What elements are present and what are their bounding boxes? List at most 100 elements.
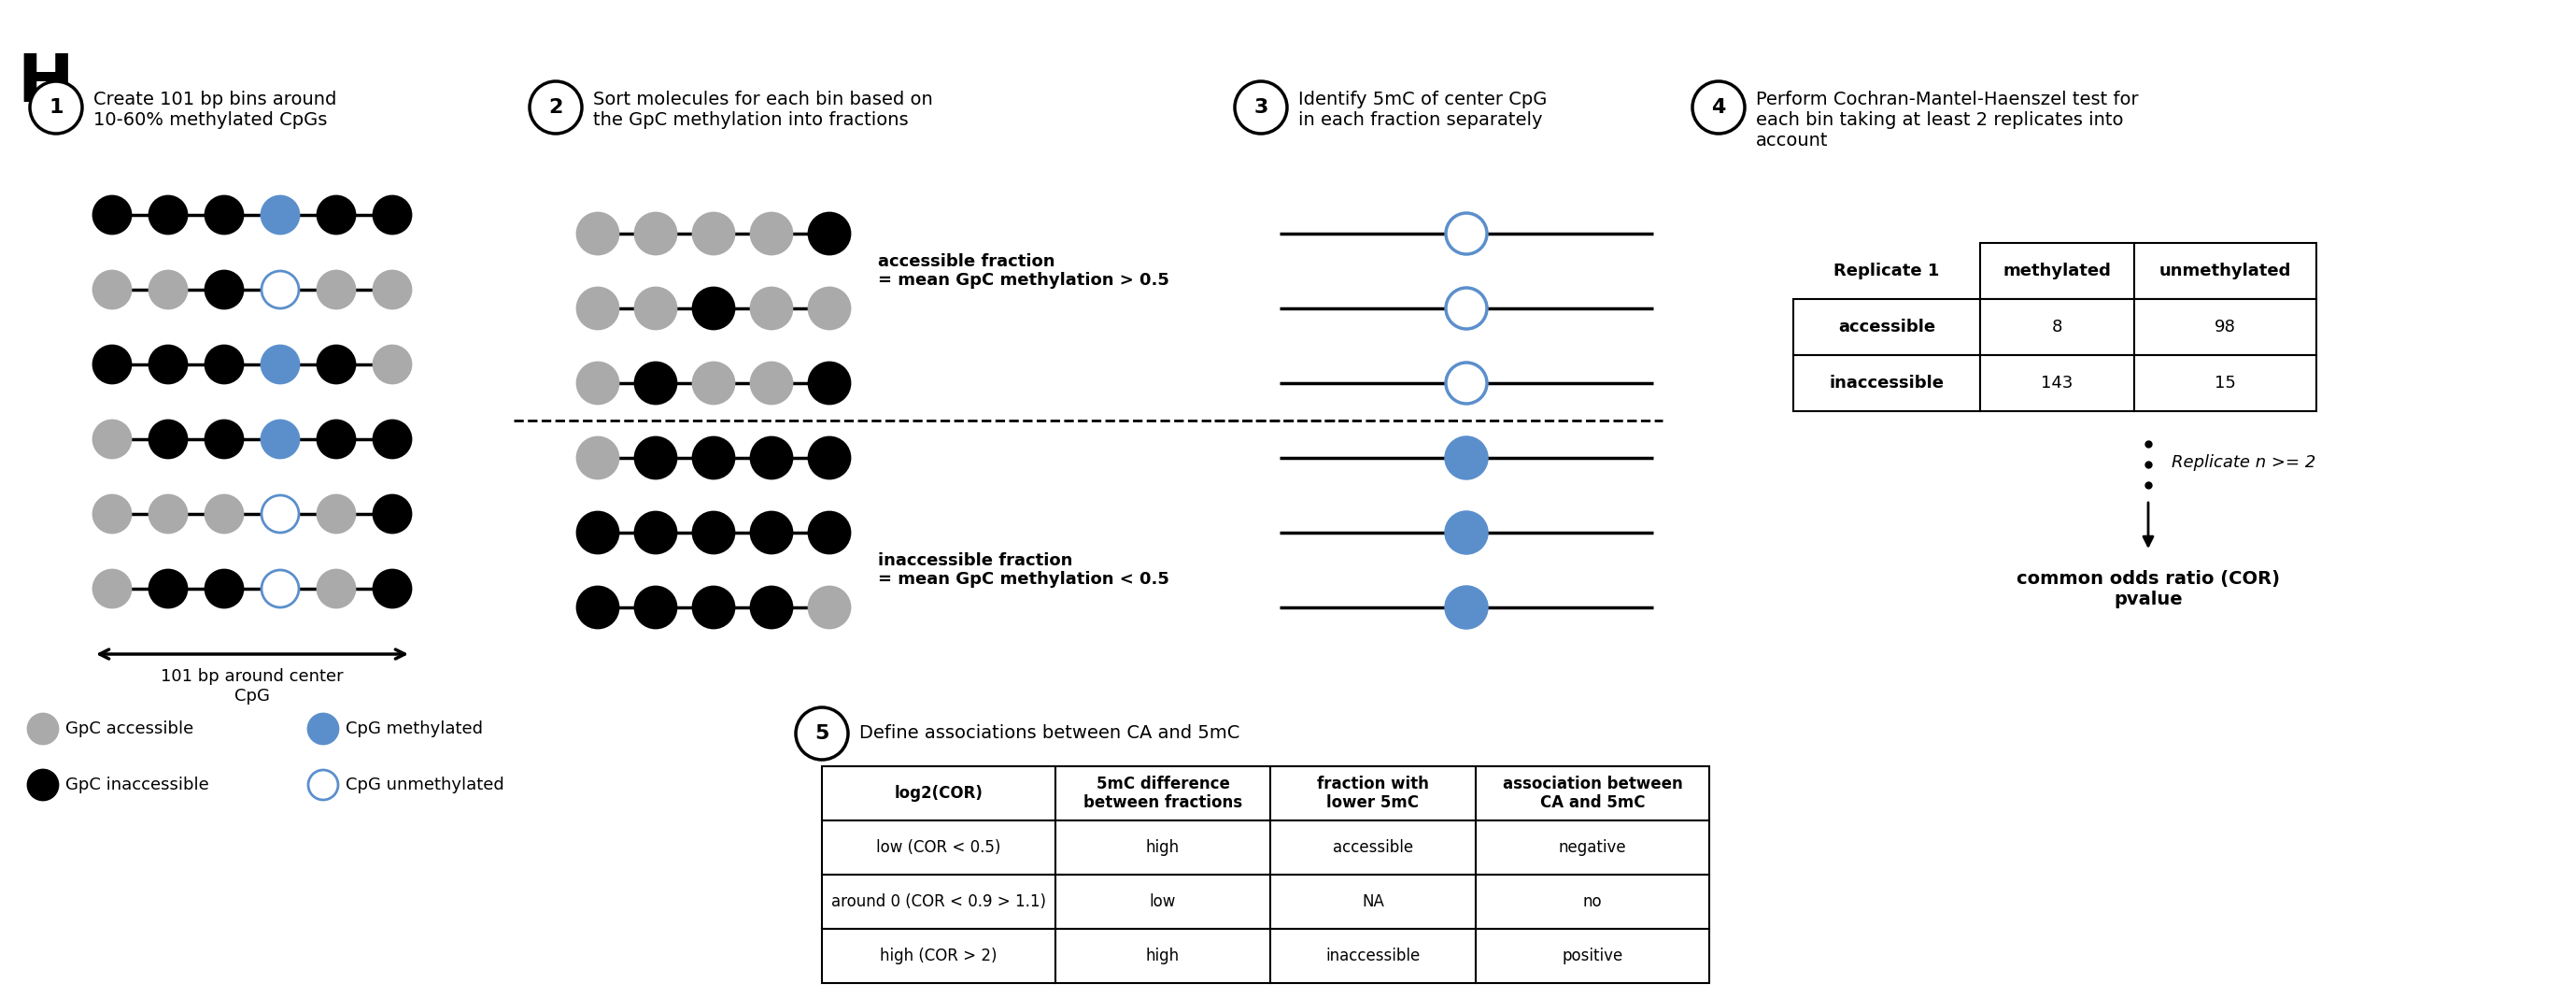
Bar — [1981, 243, 2133, 299]
Circle shape — [693, 287, 734, 329]
Circle shape — [693, 362, 734, 403]
Circle shape — [1445, 213, 1486, 254]
Circle shape — [374, 345, 412, 383]
Text: common odds ratio (COR)
pvalue: common odds ratio (COR) pvalue — [2017, 570, 2280, 609]
Bar — [1056, 929, 1270, 983]
Text: positive: positive — [1561, 947, 1623, 964]
Circle shape — [577, 512, 618, 553]
Circle shape — [93, 570, 131, 608]
Circle shape — [374, 495, 412, 533]
Circle shape — [309, 714, 337, 744]
Circle shape — [28, 770, 57, 799]
Text: Replicate 1: Replicate 1 — [1834, 262, 1940, 279]
Bar — [1270, 929, 1476, 983]
Circle shape — [28, 714, 57, 744]
Text: GpC accessible: GpC accessible — [64, 721, 193, 738]
Circle shape — [149, 570, 188, 608]
Text: log2(COR): log2(COR) — [894, 785, 984, 801]
Circle shape — [796, 708, 848, 759]
Text: GpC inaccessible: GpC inaccessible — [64, 776, 209, 793]
Circle shape — [93, 197, 131, 234]
Circle shape — [263, 271, 299, 308]
Circle shape — [206, 570, 242, 608]
Circle shape — [809, 512, 850, 553]
Circle shape — [693, 437, 734, 478]
Circle shape — [809, 587, 850, 628]
Bar — [1270, 820, 1476, 874]
Circle shape — [693, 213, 734, 254]
Circle shape — [149, 271, 188, 308]
Text: unmethylated: unmethylated — [2159, 262, 2290, 279]
Text: Define associations between CA and 5mC: Define associations between CA and 5mC — [860, 725, 1239, 743]
Text: CpG unmethylated: CpG unmethylated — [345, 776, 505, 793]
Circle shape — [693, 587, 734, 628]
Bar — [1476, 820, 1710, 874]
Circle shape — [206, 271, 242, 308]
Circle shape — [206, 345, 242, 383]
Circle shape — [636, 587, 677, 628]
Circle shape — [317, 570, 355, 608]
Circle shape — [374, 271, 412, 308]
Circle shape — [636, 437, 677, 478]
Circle shape — [374, 420, 412, 458]
Bar — [1056, 874, 1270, 929]
Circle shape — [93, 271, 131, 308]
Text: high (COR > 2): high (COR > 2) — [881, 947, 997, 964]
Text: 101 bp around center
CpG: 101 bp around center CpG — [160, 668, 343, 705]
Text: 1: 1 — [49, 98, 64, 117]
Circle shape — [206, 197, 242, 234]
Circle shape — [317, 345, 355, 383]
Text: Sort molecules for each bin based on
the GpC methylation into fractions: Sort molecules for each bin based on the… — [592, 91, 933, 129]
Circle shape — [809, 437, 850, 478]
Circle shape — [317, 495, 355, 533]
Circle shape — [317, 420, 355, 458]
Text: 5mC difference
between fractions: 5mC difference between fractions — [1084, 775, 1242, 811]
Circle shape — [577, 362, 618, 403]
Circle shape — [636, 362, 677, 403]
Circle shape — [263, 345, 299, 383]
Text: inaccessible: inaccessible — [1327, 947, 1419, 964]
Text: negative: negative — [1558, 839, 1625, 856]
Circle shape — [531, 81, 582, 134]
Circle shape — [636, 287, 677, 329]
Circle shape — [636, 512, 677, 553]
Circle shape — [93, 420, 131, 458]
Circle shape — [577, 287, 618, 329]
Bar — [1793, 355, 1981, 411]
Text: accessible fraction
= mean GpC methylation > 0.5: accessible fraction = mean GpC methylati… — [878, 252, 1170, 289]
Text: accessible: accessible — [1332, 839, 1414, 856]
Text: 143: 143 — [2040, 374, 2074, 391]
Circle shape — [1445, 362, 1486, 403]
Circle shape — [577, 213, 618, 254]
Circle shape — [149, 420, 188, 458]
Text: association between
CA and 5mC: association between CA and 5mC — [1502, 775, 1682, 811]
Text: no: no — [1582, 893, 1602, 910]
Circle shape — [577, 587, 618, 628]
Circle shape — [317, 197, 355, 234]
Text: Perform Cochran-Mantel-Haenszel test for
each bin taking at least 2 replicates i: Perform Cochran-Mantel-Haenszel test for… — [1757, 91, 2138, 150]
Bar — [1476, 874, 1710, 929]
Bar — [1270, 766, 1476, 820]
Circle shape — [206, 420, 242, 458]
Bar — [1793, 299, 1981, 355]
Circle shape — [309, 770, 337, 799]
Circle shape — [263, 570, 299, 608]
Text: 15: 15 — [2215, 374, 2236, 391]
Circle shape — [809, 287, 850, 329]
Bar — [1476, 766, 1710, 820]
Text: accessible: accessible — [1839, 318, 1935, 335]
Bar — [1476, 929, 1710, 983]
Bar — [822, 929, 1056, 983]
Text: NA: NA — [1363, 893, 1383, 910]
Text: 3: 3 — [1255, 98, 1267, 117]
Bar — [1056, 766, 1270, 820]
Text: Replicate n >= 2: Replicate n >= 2 — [2172, 454, 2316, 471]
Circle shape — [1445, 587, 1486, 628]
Circle shape — [752, 362, 791, 403]
Bar — [822, 874, 1056, 929]
Text: inaccessible fraction
= mean GpC methylation < 0.5: inaccessible fraction = mean GpC methyla… — [878, 552, 1170, 588]
Circle shape — [809, 213, 850, 254]
Circle shape — [263, 197, 299, 234]
Text: fraction with
lower 5mC: fraction with lower 5mC — [1316, 775, 1430, 811]
Circle shape — [374, 570, 412, 608]
